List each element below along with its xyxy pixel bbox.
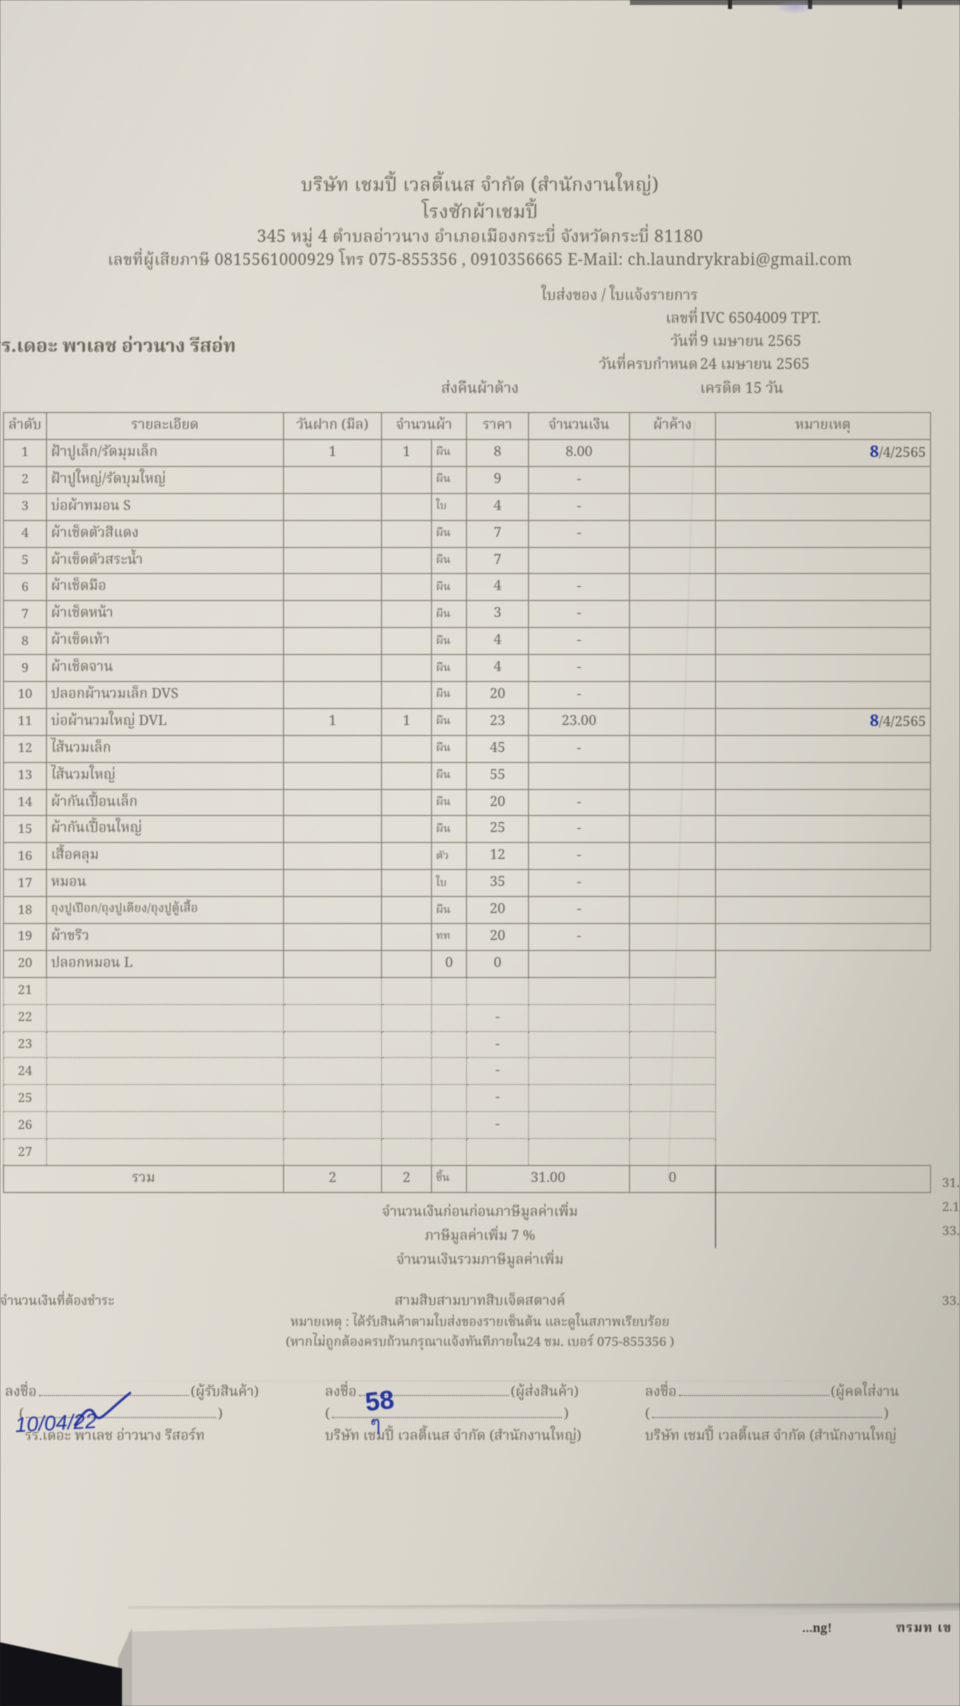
svg-text:ๆ: ๆ	[370, 1413, 381, 1435]
